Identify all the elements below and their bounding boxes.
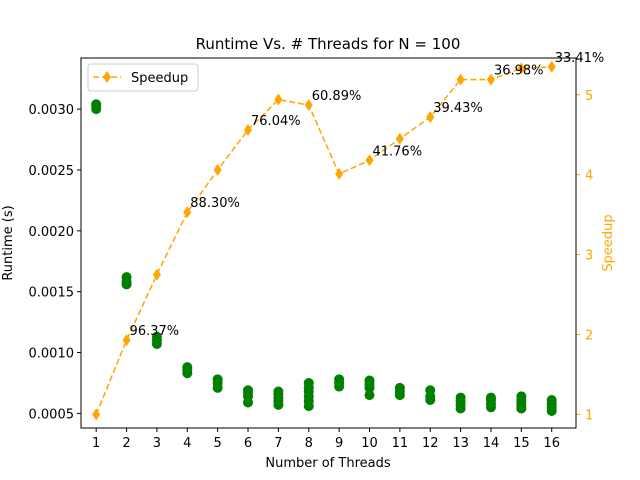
runtime-point [182, 362, 193, 373]
y-tick-label: 0.0025 [29, 164, 75, 179]
runtime-point [425, 385, 436, 396]
speedup-point [456, 73, 465, 86]
efficiency-annotation: 33.41% [555, 51, 605, 66]
x-tick-label: 5 [214, 436, 222, 451]
efficiency-annotation: 96.37% [130, 324, 180, 339]
y-tick-label: 0.0030 [29, 103, 75, 118]
efficiency-annotation: 60.89% [312, 89, 362, 104]
plot-frame [80, 57, 577, 429]
x-tick-label: 3 [153, 436, 161, 451]
efficiency-annotation: 39.43% [433, 101, 483, 116]
speedup-point [335, 167, 344, 180]
runtime-point [273, 386, 284, 397]
x-tick-label: 10 [361, 436, 378, 451]
x-tick-label: 12 [422, 436, 439, 451]
x-tick-label: 11 [392, 436, 409, 451]
speedup-point [547, 60, 556, 73]
legend-box [87, 63, 199, 92]
runtime-point [394, 382, 405, 393]
runtime-point [91, 99, 102, 110]
y-tick-label: 0.0010 [29, 347, 75, 362]
x-tick-label: 2 [122, 436, 130, 451]
y2-axis-label: Speedup [601, 214, 616, 271]
speedup-point [92, 408, 101, 421]
speedup-point [152, 268, 161, 281]
runtime-point [455, 392, 466, 403]
speedup-point [517, 62, 526, 75]
x-tick-label: 15 [513, 436, 530, 451]
legend-diamond-marker [103, 71, 111, 83]
y-axis-label: Runtime (s) [1, 205, 16, 280]
y2-tick-label: 1 [585, 408, 593, 423]
x-tick-label: 8 [305, 436, 313, 451]
speedup-point [183, 206, 192, 219]
runtime-point [516, 391, 527, 402]
y2-tick-label: 2 [585, 329, 593, 344]
x-tick-label: 6 [244, 436, 252, 451]
x-tick-label: 1 [92, 436, 100, 451]
x-tick-label: 16 [543, 436, 560, 451]
speedup-point [304, 99, 313, 112]
y-tick-label: 0.0015 [29, 286, 75, 301]
runtime-point [364, 390, 375, 401]
y-tick-label: 0.0020 [29, 225, 75, 240]
speedup-point [365, 154, 374, 167]
x-tick-label: 14 [483, 436, 500, 451]
speedup-point [122, 334, 131, 347]
legend: Speedup [87, 63, 199, 92]
efficiency-annotation: 88.30% [190, 196, 240, 211]
runtime-point [151, 331, 162, 342]
speedup-point [213, 163, 222, 176]
speedup-line [95, 66, 552, 415]
runtime-point [364, 375, 375, 386]
x-axis-label: Number of Threads [265, 456, 390, 471]
legend-label-speedup: Speedup [131, 71, 188, 86]
speedup-point [426, 111, 435, 124]
y2-tick-label: 4 [585, 169, 593, 184]
chart-title: Runtime Vs. # Threads for N = 100 [196, 35, 461, 53]
x-tick-label: 9 [335, 436, 343, 451]
speedup-point [486, 73, 495, 86]
runtime-point [212, 374, 223, 385]
runtime-point [303, 377, 314, 388]
x-tick-label: 13 [452, 436, 469, 451]
efficiency-annotation: 41.76% [372, 144, 422, 159]
speedup-point [244, 123, 253, 136]
efficiency-annotation: 76.04% [251, 114, 301, 129]
x-tick-label: 4 [183, 436, 191, 451]
runtime-point [546, 395, 557, 406]
y-tick-label: 0.0005 [29, 407, 75, 422]
x-tick-label: 7 [274, 436, 282, 451]
runtime-point [121, 272, 132, 283]
efficiency-annotation: 36.98% [494, 64, 544, 79]
speedup-point [395, 132, 404, 145]
y2-tick-label: 5 [585, 89, 593, 104]
runtime-point [243, 385, 254, 396]
runtime-point [485, 392, 496, 403]
y2-tick-label: 3 [585, 249, 593, 264]
speedup-point [274, 93, 283, 106]
runtime-point [334, 374, 345, 385]
